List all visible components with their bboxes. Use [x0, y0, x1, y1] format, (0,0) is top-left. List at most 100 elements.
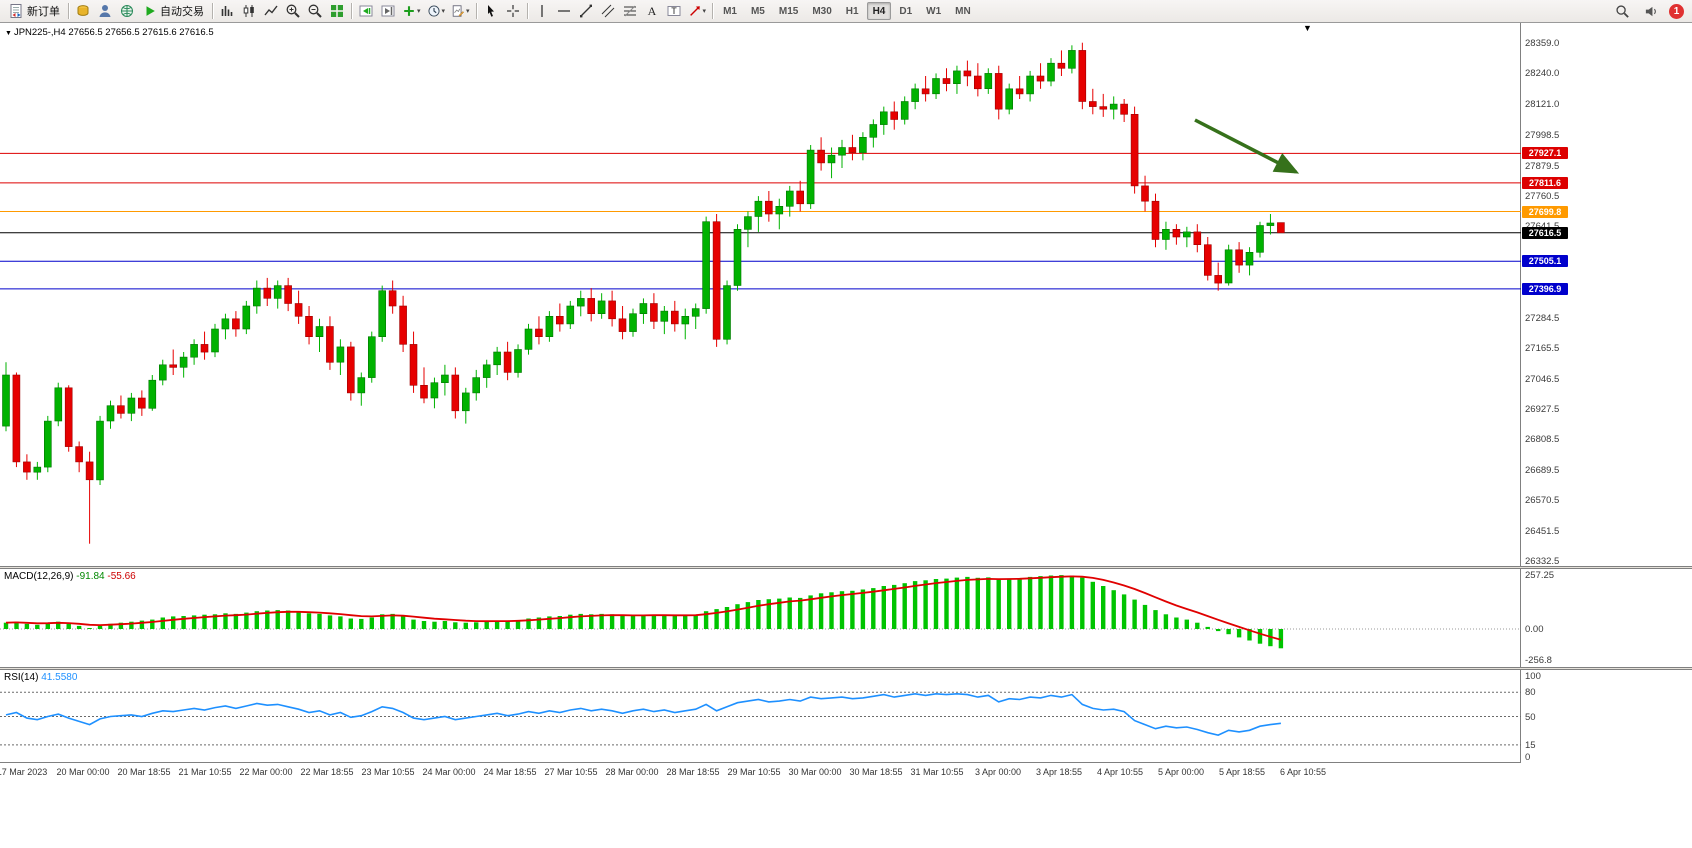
price-axis-label: 27165.5 — [1525, 343, 1560, 355]
template-icon — [451, 4, 465, 18]
price-axis-label: 26332.5 — [1525, 556, 1560, 567]
price-axis: 28359.0 28240.0 28121.0 27998.5 27879.5 27760… — [1522, 23, 1692, 567]
fibonacci-icon — [622, 3, 638, 19]
search-icon — [1615, 4, 1630, 19]
chevron-down-icon: ▾ — [441, 8, 446, 15]
search-button[interactable] — [1611, 1, 1633, 21]
community-button[interactable] — [116, 1, 138, 21]
price-level-tag: 27699.8 — [1522, 205, 1568, 218]
auto-trading-button[interactable]: 自动交易 — [138, 1, 209, 21]
zoom-out-icon — [307, 3, 323, 19]
time-axis-label: 28 Mar 18:55 — [666, 767, 720, 777]
price-level-tag: 27396.9 — [1522, 282, 1568, 295]
tile-windows-button[interactable] — [326, 1, 348, 21]
candles-layer — [2, 42, 1285, 544]
chart-shift-marker[interactable]: ▼ — [1303, 23, 1312, 33]
toolbar-separator — [68, 3, 69, 19]
time-axis-label: 29 Mar 10:55 — [727, 767, 781, 777]
timeframe-button-d1[interactable]: D1 — [893, 2, 918, 20]
main-chart-panel: ▼ JPN225-,H4 27656.5 27656.5 27615.6 2761… — [0, 23, 1521, 566]
macd-chart[interactable] — [0, 569, 1521, 667]
time-axis-label: 28 Mar 00:00 — [605, 767, 659, 777]
new-order-icon — [8, 3, 24, 19]
time-axis-label: 3 Apr 00:00 — [974, 767, 1022, 777]
chevron-down-icon: ▾ — [702, 8, 707, 15]
macd-label: MACD(12,26,9) -91.84 -55.66 — [4, 571, 136, 582]
toolbar-separator — [526, 3, 528, 19]
crosshair-button[interactable] — [502, 1, 524, 21]
timeframe-button-mn[interactable]: MN — [949, 2, 977, 20]
timeframe-group: M1 M5 M15 M30 H1 H4 D1 W1 MN — [716, 2, 978, 20]
toolbar-separator — [351, 3, 352, 19]
notification-badge[interactable]: 1 — [1669, 3, 1684, 19]
time-axis-label: 20 Mar 00:00 — [56, 767, 110, 777]
price-axis-label: 27046.5 — [1525, 373, 1560, 385]
ohlc-text: JPN225-,H4 27656.5 27656.5 27615.6 27616… — [13, 27, 214, 38]
chevron-down-icon: ▾ — [417, 8, 421, 15]
symbols-button[interactable] — [72, 1, 94, 21]
price-axis-label: 27284.5 — [1525, 312, 1560, 324]
timeframe-button-h1[interactable]: H1 — [840, 2, 865, 20]
chart-info-line: ▼ JPN225-,H4 27656.5 27656.5 27615.6 2761… — [5, 27, 214, 38]
timeframe-button-m15[interactable]: M15 — [773, 2, 804, 20]
templates-button[interactable]: ▾ — [448, 1, 473, 21]
time-axis[interactable]: 17 Mar 2023 20 Mar 00:00 20 Mar 18:55 21 Ma… — [0, 762, 1521, 782]
shapes-button[interactable]: ▾ — [685, 1, 710, 21]
timeframe-button-m30[interactable]: M30 — [806, 2, 837, 20]
zoom-in-icon — [285, 3, 301, 19]
annotation-arrow — [1194, 118, 1300, 174]
new-order-button[interactable]: 新订单 — [3, 1, 65, 21]
price-axis-label: 28121.0 — [1525, 98, 1560, 110]
rsi-axis: 100 80 50 15 0 — [1522, 670, 1692, 763]
rsi-panel: RSI(14) 41.5580 — [0, 670, 1521, 762]
horizontal-line-button[interactable] — [553, 1, 575, 21]
macd-axis-label: -256.8 — [1525, 655, 1552, 666]
toolbar-separator — [212, 3, 213, 19]
panel-splitter[interactable] — [0, 667, 1692, 670]
indicators-button[interactable]: ▾ — [399, 1, 424, 21]
time-axis-label: 24 Mar 18:55 — [483, 767, 537, 777]
crosshair-icon — [505, 3, 521, 19]
candlestick-chart-button[interactable] — [238, 1, 260, 21]
channel-button[interactable] — [597, 1, 619, 21]
rsi-line — [5, 692, 1281, 736]
trendline-button[interactable] — [575, 1, 597, 21]
time-axis-label: 22 Mar 18:55 — [300, 767, 354, 777]
profile-button[interactable] — [94, 1, 116, 21]
auto-scroll-button[interactable] — [355, 1, 377, 21]
timeframe-button-h4[interactable]: H4 — [866, 2, 892, 20]
play-icon — [143, 4, 157, 18]
symbol-dropdown-icon[interactable]: ▼ — [5, 30, 12, 37]
label-button[interactable]: T — [663, 1, 685, 21]
text-button[interactable]: A — [641, 1, 663, 21]
alerts-button[interactable] — [1640, 1, 1662, 21]
time-axis-label: 21 Mar 10:55 — [178, 767, 232, 777]
indicators-plus-icon — [402, 4, 416, 18]
panel-splitter[interactable] — [0, 566, 1692, 569]
rsi-chart[interactable] — [0, 670, 1521, 762]
macd-main-value: -91.84 — [76, 571, 105, 582]
zoom-out-button[interactable] — [304, 1, 326, 21]
timeframe-button-m1[interactable]: M1 — [717, 2, 743, 20]
periods-button[interactable]: ▾ — [424, 1, 449, 21]
line-chart-button[interactable] — [260, 1, 282, 21]
price-axis-label: 28240.0 — [1525, 68, 1560, 80]
macd-axis: 257.25 0.00 -256.8 — [1522, 569, 1692, 667]
timeframe-button-w1[interactable]: W1 — [920, 2, 947, 20]
zoom-in-button[interactable] — [282, 1, 304, 21]
channel-icon — [600, 3, 616, 19]
horizontal-line-icon — [556, 3, 572, 19]
bar-chart-button[interactable] — [216, 1, 238, 21]
rsi-axis-label: 100 — [1525, 671, 1541, 682]
price-axis-label: 26570.5 — [1525, 495, 1560, 507]
vertical-line-button[interactable] — [531, 1, 553, 21]
timeframe-button-m5[interactable]: M5 — [745, 2, 771, 20]
macd-signal-value: -55.66 — [107, 571, 136, 582]
user-icon — [97, 3, 113, 19]
vertical-line-icon — [534, 3, 550, 19]
fibonacci-button[interactable] — [619, 1, 641, 21]
chart-shift-button[interactable] — [377, 1, 399, 21]
main-chart[interactable] — [0, 23, 1521, 566]
cursor-button[interactable] — [480, 1, 502, 21]
price-axis-label: 26808.5 — [1525, 434, 1560, 446]
